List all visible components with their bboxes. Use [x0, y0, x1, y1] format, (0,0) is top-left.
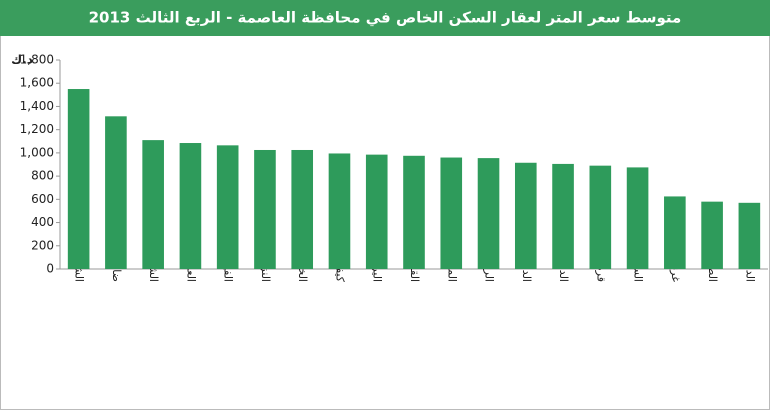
y-tick-label: 1,400 — [20, 99, 54, 113]
bar — [291, 149, 314, 269]
y-axis-label: د.ك — [11, 53, 33, 67]
bar — [179, 143, 202, 269]
y-tick-label: 1,000 — [20, 145, 54, 159]
bar — [105, 116, 127, 269]
bar — [477, 158, 500, 269]
chart-title: متوسط سعر المتر لعقار السكن الخاص في محا… — [89, 9, 682, 27]
y-tick-label: 400 — [31, 215, 54, 229]
y-tick-label: 0 — [46, 262, 54, 276]
bar — [626, 167, 649, 269]
bar — [440, 157, 463, 269]
bar — [701, 201, 723, 269]
bar — [254, 149, 276, 269]
y-tick-label: 600 — [31, 192, 54, 206]
bar — [664, 196, 686, 269]
y-tick-label: 1,200 — [20, 122, 54, 136]
bar — [403, 155, 425, 269]
y-tick-label: 1,600 — [20, 76, 54, 90]
bar — [365, 154, 388, 269]
bar — [328, 153, 351, 269]
y-tick-label: 200 — [31, 238, 54, 252]
bar — [552, 163, 574, 269]
bar — [514, 162, 537, 269]
bar — [589, 165, 612, 269]
bar — [216, 145, 239, 269]
y-tick-label: 1,800 — [20, 53, 54, 67]
y-tick-label: 800 — [31, 169, 54, 183]
header — [0, 0, 770, 36]
bar — [67, 89, 90, 270]
bar — [142, 140, 164, 269]
bar — [738, 202, 761, 269]
